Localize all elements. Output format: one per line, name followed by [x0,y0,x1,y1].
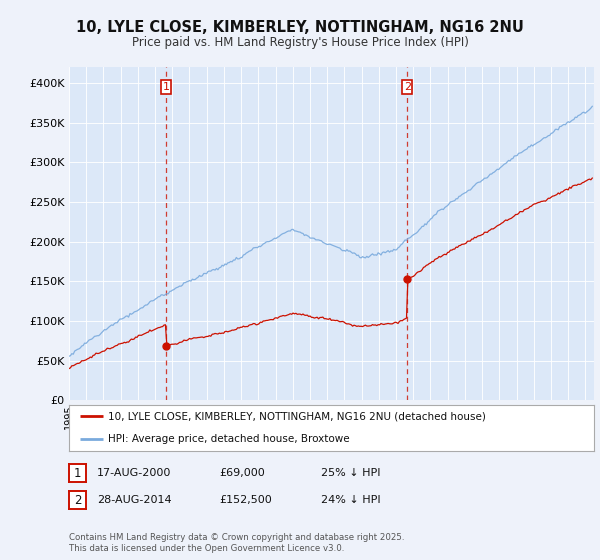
Text: HPI: Average price, detached house, Broxtowe: HPI: Average price, detached house, Brox… [109,435,350,444]
Text: £69,000: £69,000 [219,468,265,478]
Text: £152,500: £152,500 [219,495,272,505]
Text: 10, LYLE CLOSE, KIMBERLEY, NOTTINGHAM, NG16 2NU (detached house): 10, LYLE CLOSE, KIMBERLEY, NOTTINGHAM, N… [109,412,486,421]
Text: 1: 1 [74,466,81,480]
Text: 2: 2 [74,493,81,507]
Text: 17-AUG-2000: 17-AUG-2000 [97,468,172,478]
Text: 28-AUG-2014: 28-AUG-2014 [97,495,172,505]
Text: 24% ↓ HPI: 24% ↓ HPI [321,495,380,505]
Text: 2: 2 [404,82,411,92]
Text: 25% ↓ HPI: 25% ↓ HPI [321,468,380,478]
Text: Contains HM Land Registry data © Crown copyright and database right 2025.
This d: Contains HM Land Registry data © Crown c… [69,533,404,553]
Text: 1: 1 [163,82,169,92]
Text: Price paid vs. HM Land Registry's House Price Index (HPI): Price paid vs. HM Land Registry's House … [131,36,469,49]
Text: 10, LYLE CLOSE, KIMBERLEY, NOTTINGHAM, NG16 2NU: 10, LYLE CLOSE, KIMBERLEY, NOTTINGHAM, N… [76,20,524,35]
